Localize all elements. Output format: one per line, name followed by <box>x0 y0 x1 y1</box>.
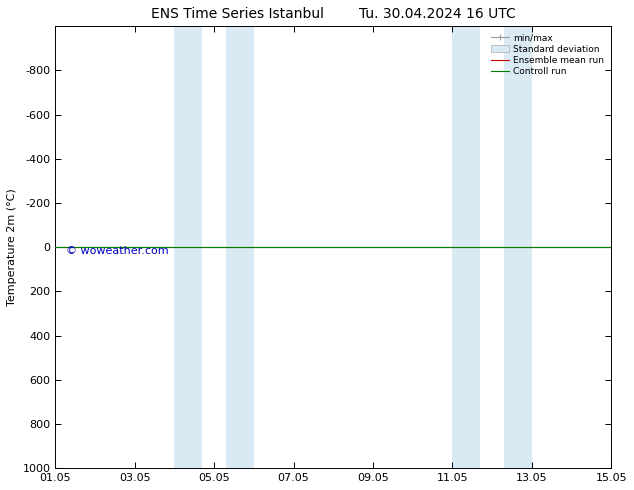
Title: ENS Time Series Istanbul        Tu. 30.04.2024 16 UTC: ENS Time Series Istanbul Tu. 30.04.2024 … <box>151 7 515 21</box>
Bar <box>453 26 480 468</box>
Bar <box>174 26 202 468</box>
Bar <box>504 26 532 468</box>
Y-axis label: Temperature 2m (°C): Temperature 2m (°C) <box>7 188 17 306</box>
Bar <box>226 26 254 468</box>
Legend: min/max, Standard deviation, Ensemble mean run, Controll run: min/max, Standard deviation, Ensemble me… <box>489 31 607 79</box>
Text: © woweather.com: © woweather.com <box>67 246 169 256</box>
